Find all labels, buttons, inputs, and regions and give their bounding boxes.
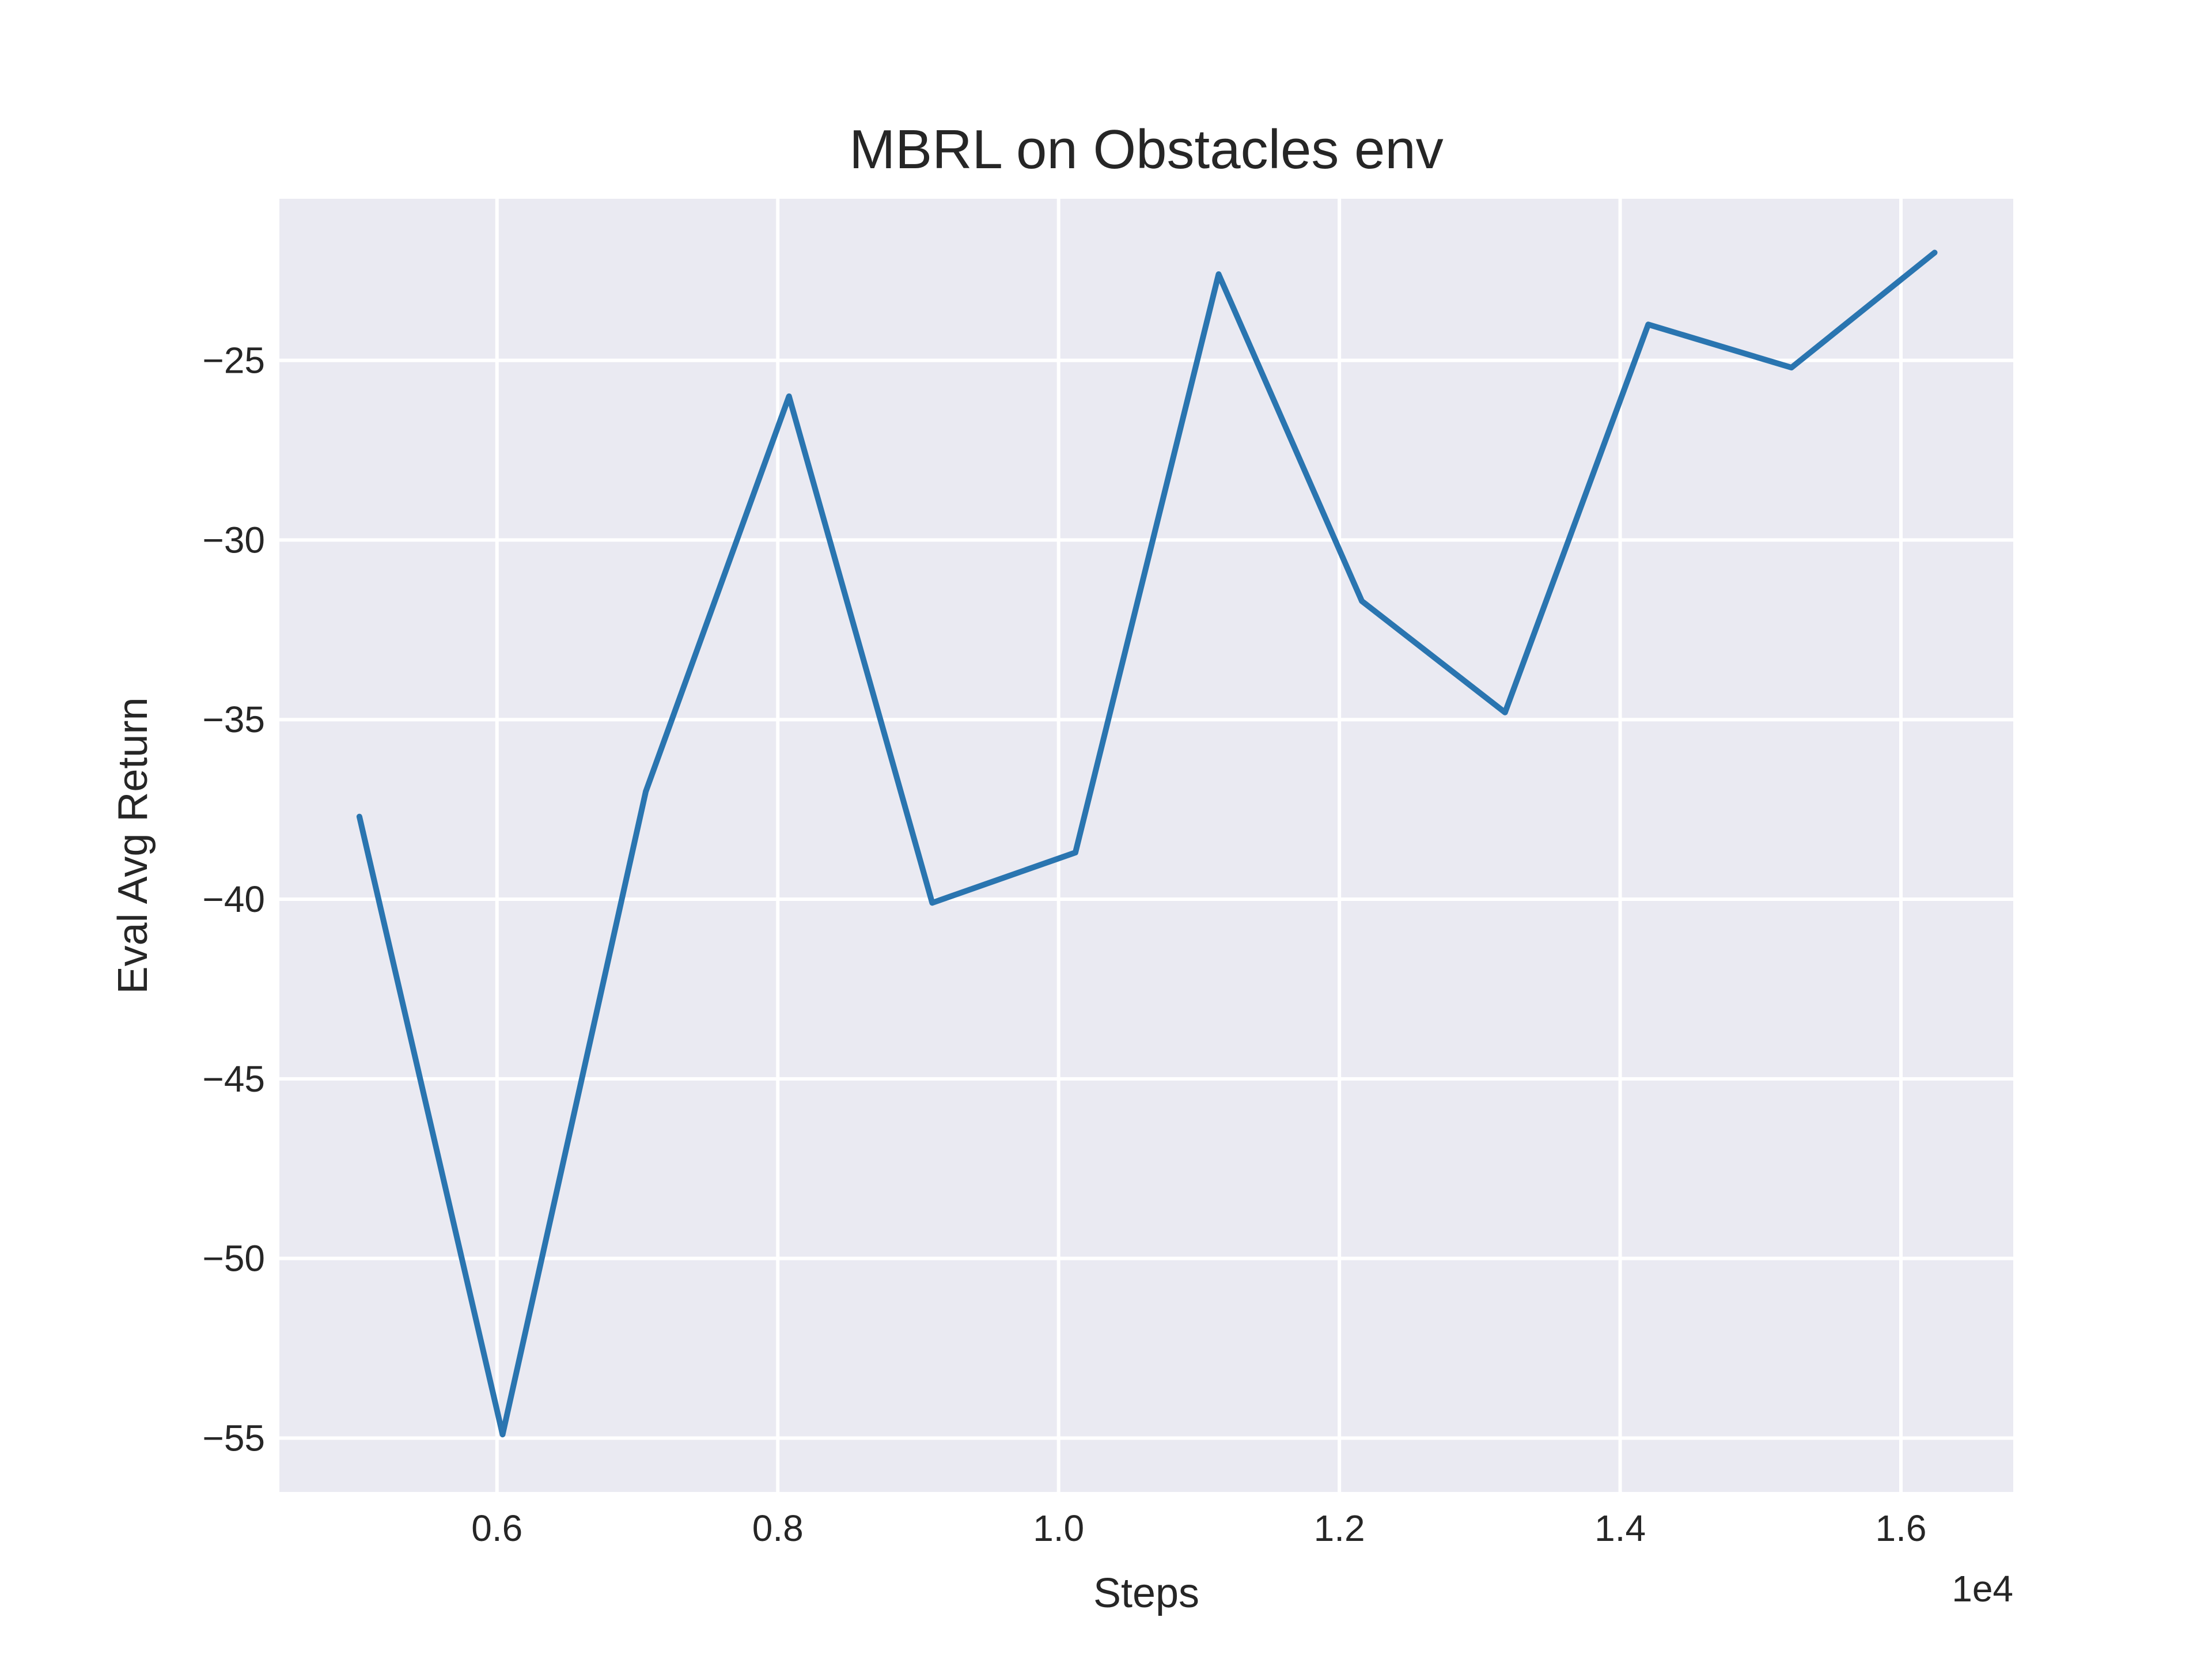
y-tick-labels: −55 −50 −45 −40 −35 −30 −25 — [202, 340, 265, 1459]
grid-lines — [279, 199, 2013, 1492]
y-tick-label: −40 — [202, 878, 265, 920]
series-line — [356, 249, 1938, 1438]
x-tick-label: 1.0 — [1033, 1508, 1084, 1549]
y-axis-label: Eval Avg Return — [110, 698, 156, 994]
x-tick-label: 1.4 — [1594, 1508, 1646, 1549]
x-axis-offset-label: 1e4 — [1952, 1568, 2013, 1609]
y-tick-label: −30 — [202, 519, 265, 560]
series-layer — [356, 249, 1938, 1438]
chart-title: MBRL on Obstacles env — [849, 119, 1444, 180]
y-tick-label: −25 — [202, 340, 265, 381]
y-tick-label: −50 — [202, 1238, 265, 1279]
y-tick-label: −55 — [202, 1417, 265, 1459]
x-tick-label: 1.6 — [1876, 1508, 1927, 1549]
x-axis-label: Steps — [1093, 1570, 1199, 1616]
y-tick-label: −35 — [202, 699, 265, 740]
x-tick-labels: 0.6 0.8 1.0 1.2 1.4 1.6 — [471, 1508, 1926, 1549]
x-tick-label: 0.8 — [752, 1508, 804, 1549]
y-tick-label: −45 — [202, 1058, 265, 1100]
x-tick-label: 1.2 — [1314, 1508, 1365, 1549]
x-tick-label: 0.6 — [471, 1508, 522, 1549]
plot-area — [279, 199, 2013, 1492]
